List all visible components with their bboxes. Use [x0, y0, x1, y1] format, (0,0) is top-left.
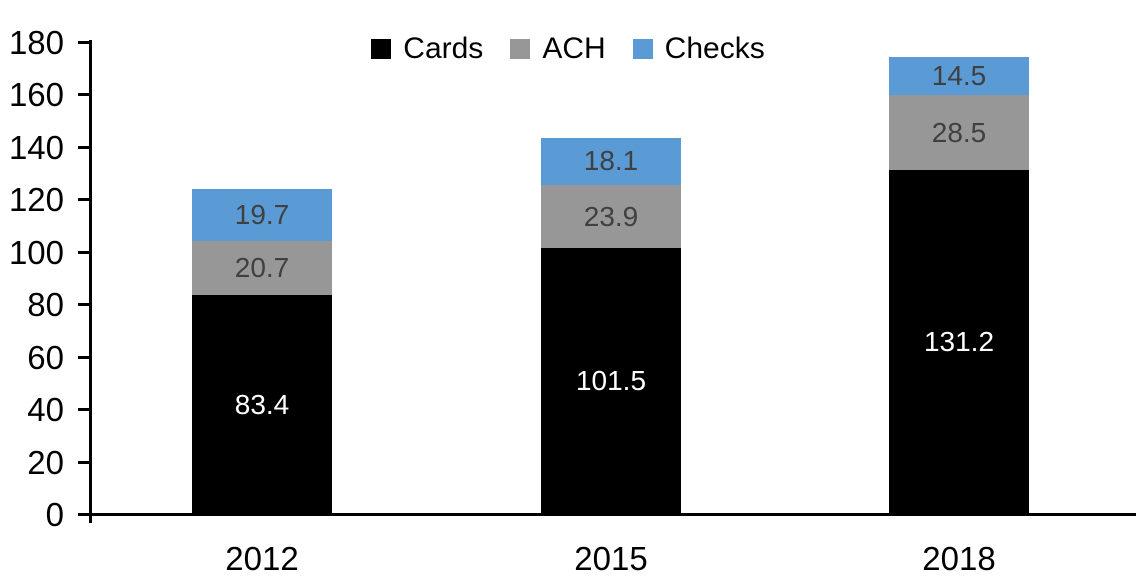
y-axis-tick-label: 160	[8, 76, 64, 114]
bar-segment-ach-2012: 20.7	[192, 241, 332, 296]
bar-value-label: 18.1	[583, 145, 639, 177]
x-axis-origin-tick	[89, 516, 92, 523]
x-axis-label-2018: 2018	[922, 540, 996, 577]
y-axis-tick-label: 100	[8, 233, 64, 271]
bar-segment-ach-2015: 23.9	[541, 185, 681, 248]
legend-label-ach: ACH	[542, 32, 606, 65]
legend-label-cards: Cards	[403, 32, 484, 65]
bar-segment-checks-2015: 18.1	[541, 137, 681, 186]
bar-value-label: 19.7	[234, 199, 290, 231]
y-axis-tick	[78, 250, 89, 254]
bar-segment-cards-2015: 101.5	[541, 247, 681, 514]
bar-segment-checks-2012: 19.7	[192, 189, 332, 242]
y-axis-tick	[78, 460, 89, 464]
y-axis-tick	[78, 198, 89, 202]
bar-segment-cards-2018: 131.2	[889, 169, 1029, 514]
bar-value-label: 28.5	[931, 116, 987, 148]
y-axis-tick-label: 80	[27, 286, 64, 324]
x-axis-label-2015: 2015	[574, 540, 648, 577]
y-axis-tick	[78, 355, 89, 359]
y-axis-tick	[78, 513, 89, 516]
legend-item-cards: Cards	[371, 34, 483, 64]
y-axis-tick	[78, 93, 89, 97]
y-axis-tick	[78, 303, 89, 307]
bar-value-label: 83.4	[234, 388, 290, 420]
legend-item-checks: Checks	[632, 32, 765, 65]
y-axis-tick-label: 180	[8, 24, 64, 61]
bar-value-label: 101.5	[575, 364, 647, 396]
y-axis-tick	[78, 408, 89, 412]
x-axis-line	[78, 513, 1136, 516]
ach-swatch-icon	[510, 39, 531, 59]
y-axis-tick	[78, 145, 89, 149]
y-axis-tick-label: 40	[27, 391, 64, 429]
checks-swatch-icon	[632, 39, 653, 59]
y-axis-tick-label: 60	[27, 338, 64, 376]
bar-value-label: 14.5	[931, 60, 987, 92]
x-axis-label-2012: 2012	[225, 540, 299, 577]
y-axis-line	[89, 40, 92, 518]
bar-value-label: 131.2	[923, 325, 995, 357]
chart-legend: Cards ACH Checks	[0, 34, 1136, 64]
y-axis-tick-label: 20	[27, 443, 64, 481]
legend-item-ach: ACH	[510, 32, 606, 65]
bar-value-label: 23.9	[583, 200, 639, 232]
y-axis-tick	[78, 41, 89, 44]
bar-segment-checks-2018: 14.5	[889, 57, 1029, 96]
bar-segment-cards-2012: 83.4	[192, 295, 332, 514]
legend-label-checks: Checks	[664, 32, 765, 65]
y-axis-tick-label: 0	[45, 496, 64, 533]
y-axis-tick-label: 120	[8, 181, 64, 219]
bar-value-label: 20.7	[234, 252, 290, 284]
bar-segment-ach-2018: 28.5	[889, 95, 1029, 170]
cards-swatch-icon	[371, 39, 392, 59]
y-axis-tick-label: 140	[8, 128, 64, 166]
